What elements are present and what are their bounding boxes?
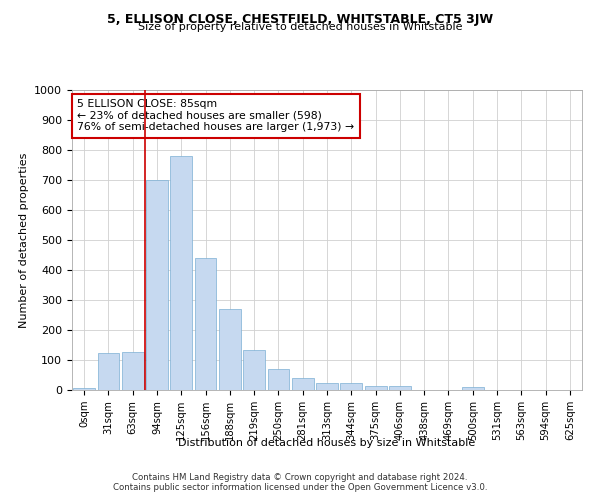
Bar [122,352,143,390]
Bar [219,309,241,390]
Bar [194,258,217,390]
Bar [389,386,411,390]
Bar [292,378,314,390]
Bar [316,382,338,390]
Text: Size of property relative to detached houses in Whitstable: Size of property relative to detached ho… [138,22,462,32]
Bar [365,386,386,390]
Bar [340,382,362,390]
Bar [146,180,168,390]
Text: 5 ELLISON CLOSE: 85sqm
← 23% of detached houses are smaller (598)
76% of semi-de: 5 ELLISON CLOSE: 85sqm ← 23% of detached… [77,99,354,132]
Text: Contains HM Land Registry data © Crown copyright and database right 2024.: Contains HM Land Registry data © Crown c… [132,472,468,482]
Bar [268,369,289,390]
Text: Distribution of detached houses by size in Whitstable: Distribution of detached houses by size … [178,438,476,448]
Bar [170,156,192,390]
Bar [243,350,265,390]
Y-axis label: Number of detached properties: Number of detached properties [19,152,29,328]
Bar [97,352,119,390]
Text: 5, ELLISON CLOSE, CHESTFIELD, WHITSTABLE, CT5 3JW: 5, ELLISON CLOSE, CHESTFIELD, WHITSTABLE… [107,12,493,26]
Bar [462,387,484,390]
Bar [73,388,95,390]
Text: Contains public sector information licensed under the Open Government Licence v3: Contains public sector information licen… [113,484,487,492]
